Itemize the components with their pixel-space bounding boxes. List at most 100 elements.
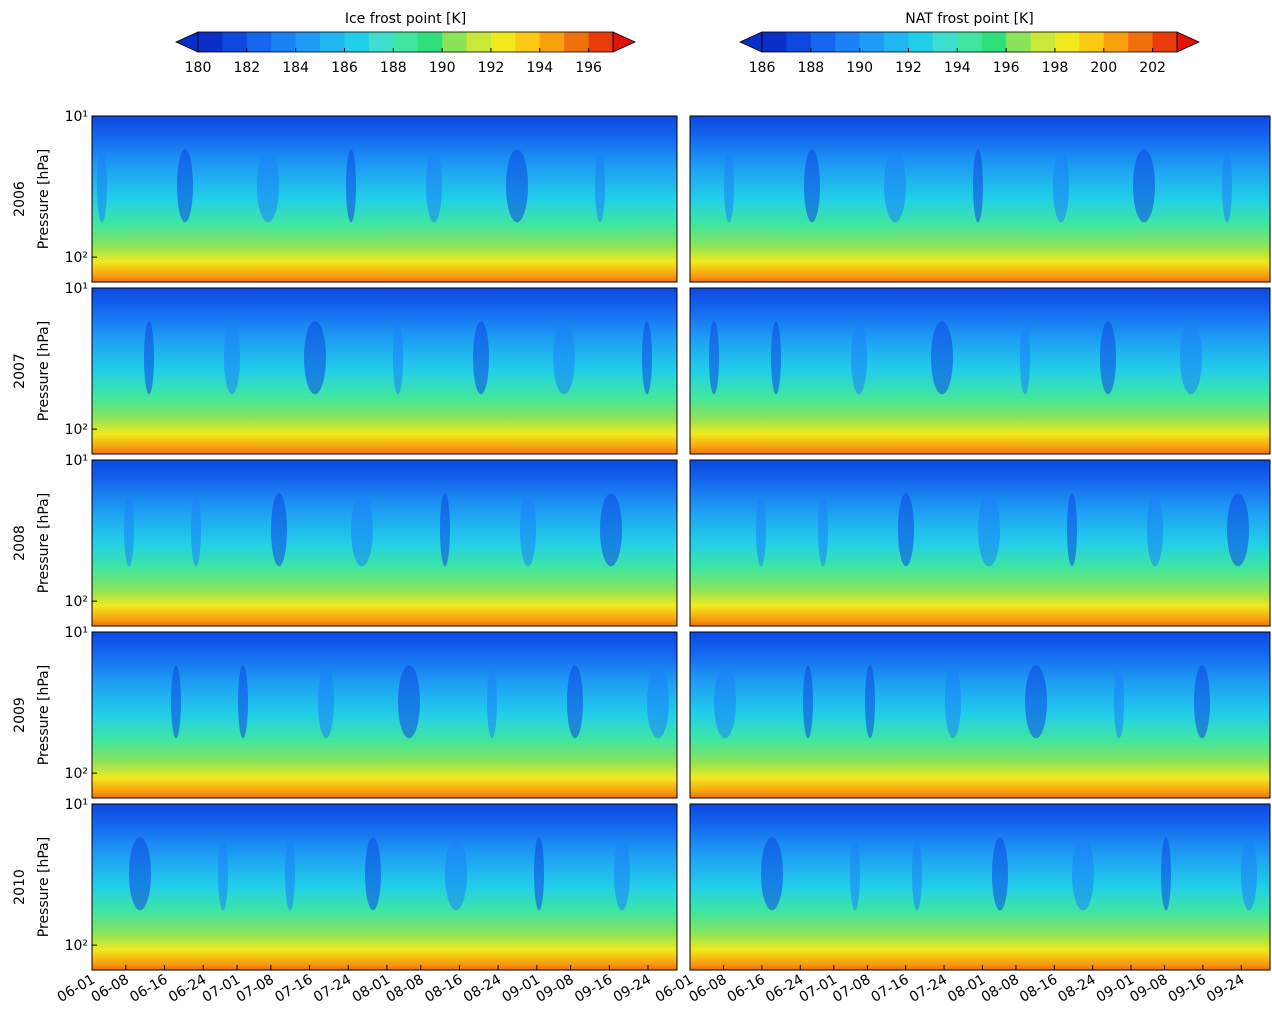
contour-streak [945,665,961,739]
y-tick-label: 10¹ [65,625,88,641]
x-tick-label: 07-01 [200,972,243,1006]
colorbar-segment [198,32,223,52]
colorbar-segment [859,32,885,52]
colorbar-segment [957,32,983,52]
colorbar-tick-label: 182 [233,60,260,76]
colorbar-segment [1128,32,1154,52]
y-axis-label: Pressure [hPa] [36,837,52,937]
y-tick-label: 10¹ [65,797,88,813]
y-axis-label: Pressure [hPa] [36,493,52,593]
contour-streak [224,321,240,395]
colorbar-segment [442,32,468,52]
contour-streak [318,665,334,739]
contour-streak [440,493,450,567]
contour-streak [614,837,630,911]
contour-streak [865,665,875,739]
contour-streak [647,665,669,739]
colorbar-segment [222,32,248,52]
x-tick-label: 07-16 [868,972,911,1006]
contour-streak [129,837,151,911]
x-tick-label: 06-16 [725,972,768,1006]
contour-streak [97,149,107,223]
contour-streak [771,321,781,395]
contour-streak [553,321,575,395]
x-tick-label: 08-16 [422,972,465,1006]
contour-streak [1161,837,1171,911]
colorbar-segment [344,32,370,52]
colorbar-tick-label: 196 [575,60,602,76]
x-tick-label: 07-01 [797,972,840,1006]
contour-streak [931,321,953,395]
x-tick-label: 08-24 [1055,972,1098,1006]
contour-streak [898,493,914,567]
contour-streak [600,493,622,567]
panel-frame [689,459,1271,627]
panel-frame [91,459,678,627]
panel-frame [689,631,1271,799]
colorbar-extend-high [1176,31,1200,53]
contour-streak [992,837,1008,911]
contour-streak [761,837,783,911]
x-tick-label: 06-24 [763,972,806,1006]
colorbar-segment [368,32,394,52]
colorbar-segment [539,32,565,52]
x-tick-label: 08-01 [945,972,988,1006]
contour-streak [595,149,605,223]
colorbar-tick-label: 192 [895,60,922,76]
contour-streak [724,149,734,223]
x-tick-label: 06-01 [55,972,98,1006]
contour-streak [346,149,356,223]
x-tick-label: 08-16 [1017,972,1060,1006]
row-year-label: 2007 [12,353,28,389]
contour-streak [1067,493,1077,567]
contour-field [690,288,1270,454]
contour-streak [1025,665,1047,739]
contour-streak [506,149,528,223]
contour-streak [487,665,497,739]
x-tick-label: 06-08 [686,972,729,1006]
contour-streak [884,149,906,223]
contour-streak [1053,149,1069,223]
contour-field [690,804,1270,970]
panel-frame [91,631,678,799]
contour-streak [393,321,403,395]
contour-streak [1114,665,1124,739]
colorbar-segment [762,32,787,52]
colorbar-segment [246,32,272,52]
contour-streak [171,665,181,739]
contour-streak [238,665,248,739]
contour-streak [520,493,536,567]
x-tick-label: 09-01 [500,972,543,1006]
panel-frame [91,115,678,283]
colorbar-tick-label: 192 [478,60,505,76]
contour-streak [973,149,983,223]
colorbar-tick-label: 186 [749,60,776,76]
colorbar-segment [884,32,909,52]
contour-streak [398,665,420,739]
contour-streak [177,149,193,223]
contour-field [92,804,677,970]
contour-streak [218,837,228,911]
x-tick-label: 07-08 [234,972,277,1006]
colorbar-segment [320,32,345,52]
contour-streak [271,493,287,567]
contour-field [690,632,1270,798]
x-tick-label: 09-01 [1094,972,1137,1006]
x-tick-label: 09-24 [611,972,654,1006]
contour-streak [1072,837,1094,911]
y-axis-label: Pressure [hPa] [36,321,52,421]
colorbar-tick-label: 194 [944,60,971,76]
y-axis-label: Pressure [hPa] [36,149,52,249]
x-tick-label: 09-24 [1204,972,1247,1006]
colorbar-segment [271,32,297,52]
colorbar-segment [588,32,614,52]
contour-streak [365,837,381,911]
contour-streak [1147,493,1163,567]
contour-streak [1241,837,1257,911]
y-axis-label: Pressure [hPa] [36,665,52,765]
colorbar-segment [835,32,861,52]
contour-streak [851,321,867,395]
panel-frame [91,803,678,971]
y-tick-label: 10¹ [65,453,88,469]
x-tick-label: 08-08 [979,972,1022,1006]
